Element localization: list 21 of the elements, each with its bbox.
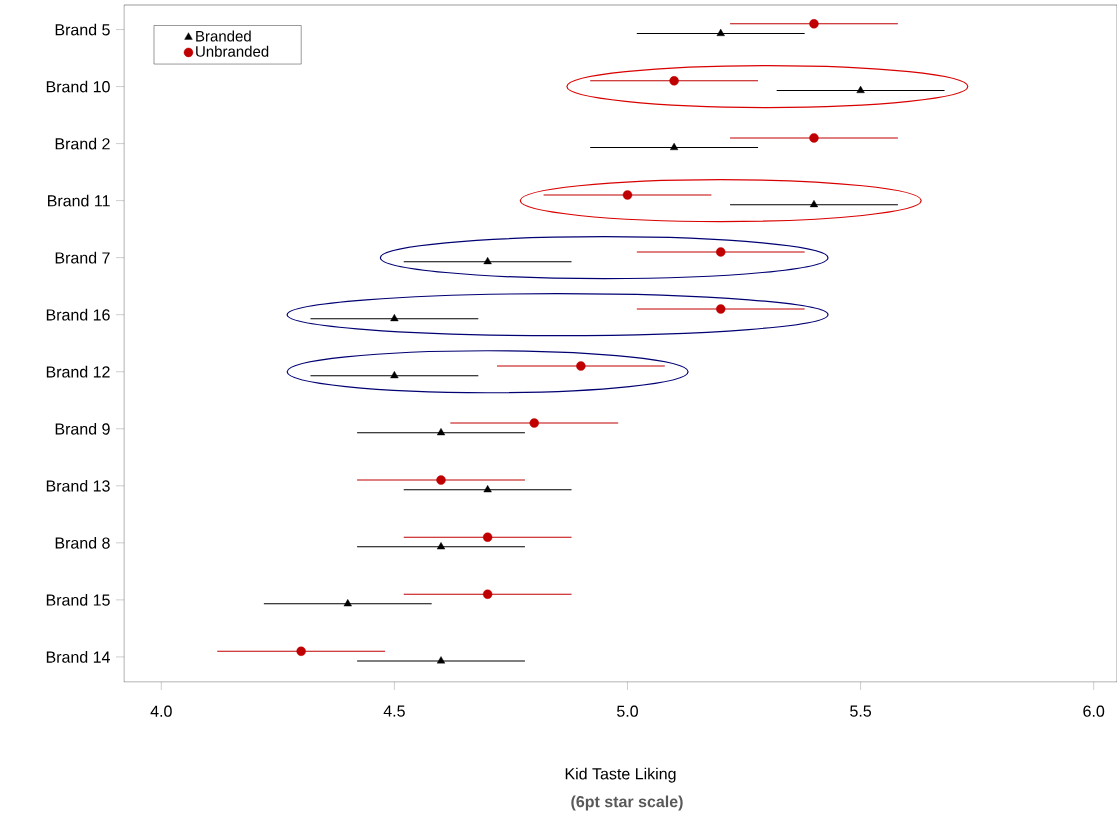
x-axis-title: Kid Taste Liking xyxy=(565,767,676,783)
x-tick-label: 5.5 xyxy=(850,705,872,717)
y-tick-label: Brand 2 xyxy=(55,137,110,150)
x-tick-label: 4.5 xyxy=(383,705,405,717)
y-tick-label: Brand 15 xyxy=(46,594,110,606)
legend-label: Branded xyxy=(196,30,251,42)
y-tick-label: Brand 14 xyxy=(46,651,110,663)
legend-label: Unbranded xyxy=(196,45,269,57)
y-tick-label: Brand 9 xyxy=(55,422,110,435)
y-tick-label: Brand 8 xyxy=(55,536,110,549)
y-tick-label: Brand 5 xyxy=(55,23,110,36)
y-tick-label: Brand 7 xyxy=(55,251,110,264)
y-tick-label: Brand 13 xyxy=(46,479,110,492)
y-tick-label: Brand 11 xyxy=(48,194,110,207)
y-tick-label: Brand 10 xyxy=(46,80,110,93)
x-tick-label: 5.0 xyxy=(617,705,638,717)
y-tick-label: Brand 12 xyxy=(46,365,110,378)
x-tick-label: 6.0 xyxy=(1083,705,1105,717)
y-tick-label: Brand 16 xyxy=(46,308,110,321)
x-tick-label: 4.0 xyxy=(150,705,172,717)
text: (6pt star scale) xyxy=(571,795,683,811)
